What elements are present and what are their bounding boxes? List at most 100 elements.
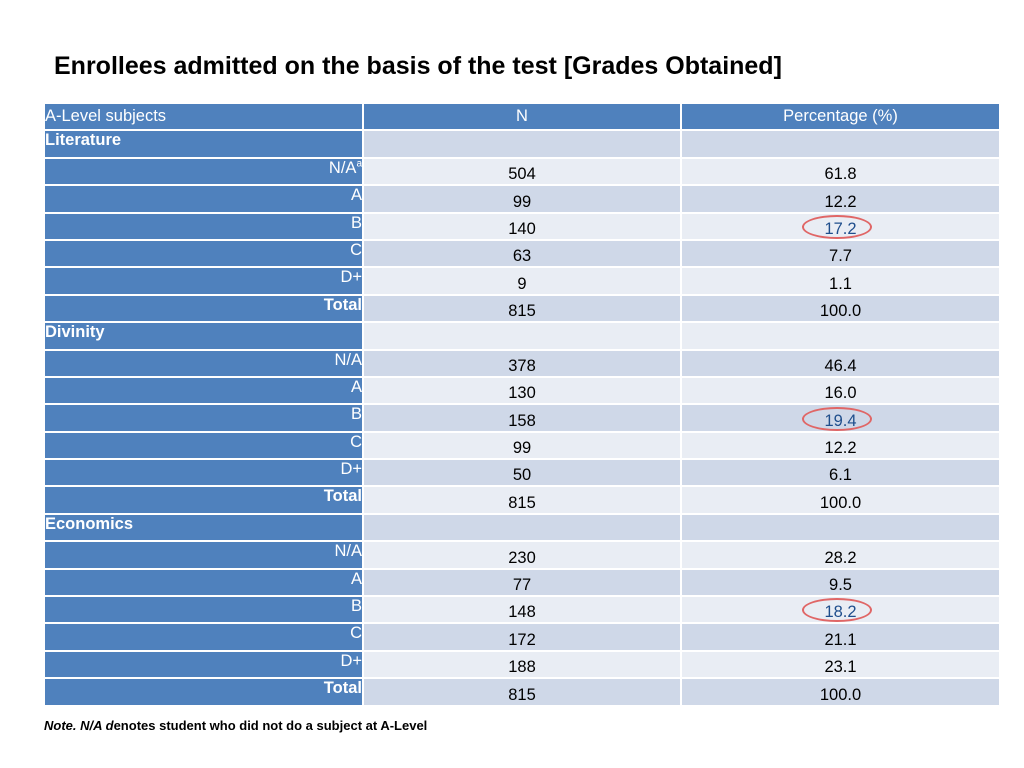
- empty-cell: [680, 512, 1001, 543]
- table-row: B 148 18.2: [43, 595, 1001, 625]
- grade-text: D+: [340, 460, 362, 479]
- percentage-value: 28.2: [824, 548, 857, 567]
- table-row: N/A 378 46.4: [43, 348, 1001, 378]
- percentage-cell: 12.2: [680, 184, 1001, 214]
- table-row: N/A 230 28.2: [43, 540, 1001, 570]
- header-percentage: Percentage (%): [680, 101, 1001, 132]
- grade-label: D+: [43, 266, 364, 296]
- percentage-cell: 46.4: [680, 348, 1001, 378]
- circled-percentage: 17.2: [802, 214, 873, 239]
- table-row: N/Aa 504 61.8: [43, 156, 1001, 187]
- n-value: 50: [362, 458, 682, 488]
- percentage-value: 9.5: [829, 576, 852, 595]
- grade-label: N/A: [43, 348, 364, 378]
- grade-label: A: [43, 567, 364, 598]
- header-subjects: A-Level subjects: [43, 101, 364, 132]
- grade-text: Total: [323, 679, 362, 698]
- grade-text: C: [350, 624, 362, 643]
- table-row: D+ 9 1.1: [43, 266, 1001, 296]
- grade-text: D+: [340, 651, 362, 670]
- percentage-value: 12.2: [824, 439, 857, 458]
- circled-percentage: 18.2: [802, 598, 873, 623]
- grade-text: A: [350, 377, 362, 396]
- n-value: 158: [362, 403, 682, 433]
- percentage-cell: 100.0: [680, 293, 1001, 324]
- percentage-value: 61.8: [824, 165, 857, 184]
- subject-row-divinity: Divinity: [43, 321, 1001, 351]
- grade-label: N/A: [43, 540, 364, 570]
- percentage-cell: 7.7: [680, 238, 1001, 269]
- percentage-cell: 21.1: [680, 622, 1001, 652]
- grade-label: C: [43, 622, 364, 652]
- grade-text: Total: [323, 487, 362, 506]
- grade-text: A: [350, 569, 362, 588]
- percentage-cell: 1.1: [680, 266, 1001, 296]
- percentage-value: 100.0: [819, 685, 862, 704]
- grade-label: C: [43, 430, 364, 461]
- subject-row-economics: Economics: [43, 512, 1001, 543]
- grade-text: A: [350, 186, 362, 205]
- grade-label: C: [43, 238, 364, 269]
- grade-text: B: [350, 213, 362, 232]
- n-value: 99: [362, 184, 682, 214]
- table-header-row: A-Level subjects N Percentage (%): [43, 101, 1001, 132]
- n-value: 378: [362, 348, 682, 378]
- percentage-cell: 28.2: [680, 540, 1001, 570]
- n-value: 504: [362, 156, 682, 187]
- table-row: B 158 19.4: [43, 403, 1001, 433]
- n-value: 230: [362, 540, 682, 570]
- grade-text: N/A: [328, 158, 357, 177]
- percentage-value: 7.7: [829, 247, 852, 266]
- table-row: B 140 17.2: [43, 211, 1001, 241]
- grades-table: A-Level subjects N Percentage (%) Litera…: [43, 101, 1001, 707]
- n-value: 130: [362, 375, 682, 406]
- percentage-cell: 12.2: [680, 430, 1001, 461]
- n-value: 148: [362, 595, 682, 625]
- percentage-value: 6.1: [829, 466, 852, 485]
- table-row: A 77 9.5: [43, 567, 1001, 598]
- grade-label: Total: [43, 293, 364, 324]
- n-value: 99: [362, 430, 682, 461]
- table-row: Total 815 100.0: [43, 485, 1001, 515]
- percentage-cell: 6.1: [680, 458, 1001, 488]
- n-value: 9: [362, 266, 682, 296]
- grade-label: Total: [43, 485, 364, 515]
- n-value: 815: [362, 677, 682, 707]
- grade-text: C: [350, 432, 362, 451]
- table-note: Note. N/A denotes student who did not do…: [44, 718, 427, 733]
- percentage-cell: 23.1: [680, 649, 1001, 680]
- percentage-value: 46.4: [824, 356, 857, 375]
- n-value: 815: [362, 293, 682, 324]
- n-value: 172: [362, 622, 682, 652]
- table-row: Total 815 100.0: [43, 677, 1001, 707]
- grade-text: N/A: [334, 542, 362, 561]
- grade-label: B: [43, 595, 364, 625]
- grade-label: B: [43, 403, 364, 433]
- grade-label: Total: [43, 677, 364, 707]
- percentage-cell: 16.0: [680, 375, 1001, 406]
- subject-label: Divinity: [43, 321, 364, 351]
- table-row: C 63 7.7: [43, 238, 1001, 269]
- grade-text: B: [350, 405, 362, 424]
- n-value: 188: [362, 649, 682, 680]
- subject-label: Literature: [43, 129, 364, 159]
- grade-label: A: [43, 375, 364, 406]
- grade-text: N/A: [334, 350, 362, 369]
- percentage-value: 23.1: [824, 658, 857, 677]
- table-row: Total 815 100.0: [43, 293, 1001, 324]
- footnote-marker: a: [356, 158, 362, 170]
- grade-text: D+: [340, 268, 362, 287]
- header-n: N: [362, 101, 682, 132]
- percentage-value: 21.1: [824, 630, 857, 649]
- table-row: A 130 16.0: [43, 375, 1001, 406]
- percentage-cell: 100.0: [680, 677, 1001, 707]
- percentage-value: 100.0: [819, 302, 862, 321]
- grade-label: B: [43, 211, 364, 241]
- empty-cell: [362, 321, 682, 351]
- percentage-cell: 17.2: [680, 211, 1001, 241]
- empty-cell: [362, 129, 682, 159]
- table-row: C 172 21.1: [43, 622, 1001, 652]
- table-row: D+ 188 23.1: [43, 649, 1001, 680]
- circled-percentage: 19.4: [802, 406, 873, 431]
- percentage-value: 1.1: [829, 274, 852, 293]
